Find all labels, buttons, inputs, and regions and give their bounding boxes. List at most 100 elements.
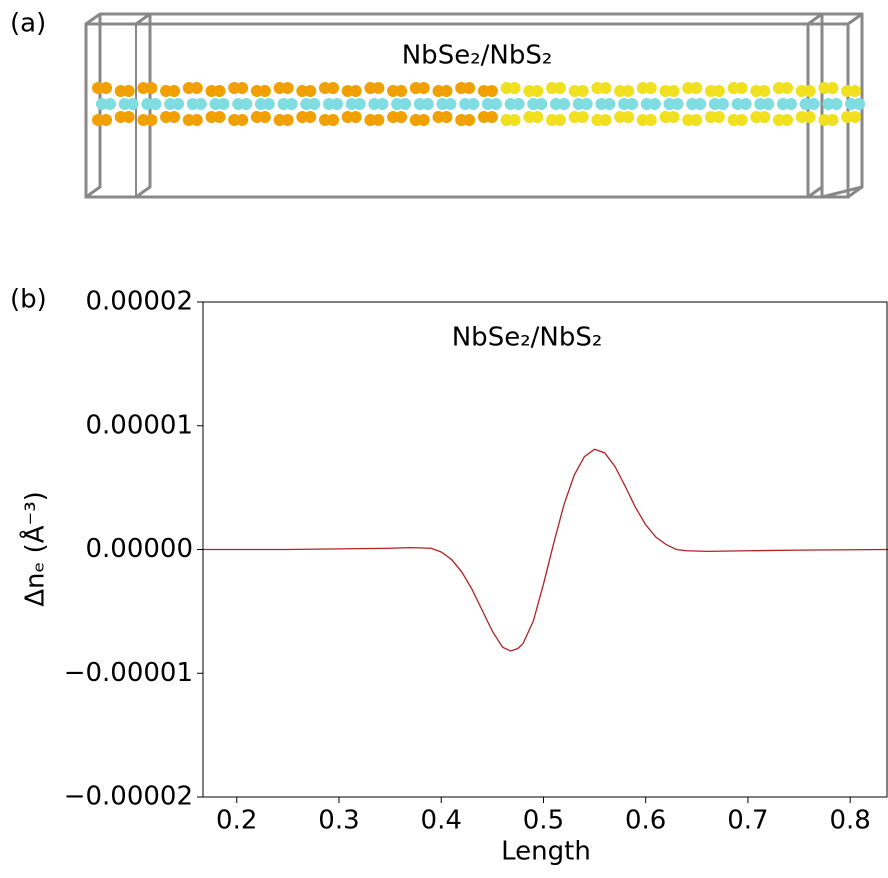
atom xyxy=(826,114,839,126)
atom xyxy=(694,98,707,110)
atom xyxy=(803,111,816,123)
atom xyxy=(122,85,135,97)
atom xyxy=(622,111,635,123)
x-tick-label: 0.4 xyxy=(421,806,462,836)
x-tick-label: 0.6 xyxy=(625,806,666,836)
atom xyxy=(648,98,661,110)
atom xyxy=(690,114,703,126)
atom xyxy=(735,82,748,94)
atom xyxy=(145,82,158,94)
atom xyxy=(126,98,139,110)
atom xyxy=(417,82,430,94)
atom xyxy=(830,98,843,110)
atom xyxy=(712,111,725,123)
atom xyxy=(372,114,385,126)
atom xyxy=(716,98,729,110)
atom xyxy=(599,114,612,126)
atom xyxy=(762,98,775,110)
atom xyxy=(168,85,181,97)
atom xyxy=(327,114,339,126)
atom xyxy=(444,98,457,110)
atom xyxy=(599,82,612,94)
atom xyxy=(258,85,271,97)
structure-image xyxy=(84,12,866,199)
y-tick-label: 0.00002 xyxy=(85,287,193,317)
atom xyxy=(327,82,339,94)
atom xyxy=(304,85,317,97)
atom xyxy=(531,85,544,97)
atom xyxy=(603,98,616,110)
atom xyxy=(558,98,570,110)
atom xyxy=(395,111,408,123)
atom xyxy=(100,82,112,94)
atom xyxy=(690,82,703,94)
atom xyxy=(308,98,321,110)
chart-title: NbSe₂/NbS₂ xyxy=(452,323,603,353)
atom xyxy=(671,98,684,110)
atom xyxy=(376,98,389,110)
atom xyxy=(104,98,116,110)
atom xyxy=(739,98,752,110)
atom xyxy=(417,114,430,126)
atom xyxy=(168,111,181,123)
atom xyxy=(667,111,680,123)
atom xyxy=(213,85,226,97)
atom xyxy=(644,82,657,94)
atom xyxy=(512,98,525,110)
atom xyxy=(463,82,476,94)
panel-label: (a) xyxy=(10,9,46,39)
x-tick-label: 0.5 xyxy=(523,806,564,836)
atom xyxy=(467,98,480,110)
atom xyxy=(576,111,589,123)
atom xyxy=(735,114,748,126)
atom xyxy=(781,82,793,94)
atom xyxy=(331,98,343,110)
atom xyxy=(349,111,362,123)
atom xyxy=(236,114,249,126)
atom xyxy=(485,111,498,123)
atom xyxy=(281,114,294,126)
x-tick-label: 0.8 xyxy=(829,806,870,836)
atom xyxy=(508,82,521,94)
atom xyxy=(281,82,294,94)
plot-frame xyxy=(202,301,888,798)
atom xyxy=(353,98,366,110)
atom xyxy=(758,85,771,97)
atom xyxy=(554,82,566,94)
atom xyxy=(489,98,502,110)
atom xyxy=(190,82,203,94)
atom xyxy=(531,111,544,123)
atom xyxy=(217,98,230,110)
y-tick-label: −0.00001 xyxy=(64,658,193,688)
atom xyxy=(172,98,185,110)
atom xyxy=(826,82,839,94)
atom xyxy=(803,85,816,97)
data-line xyxy=(203,448,888,652)
panel-label: (b) xyxy=(10,285,47,315)
atom xyxy=(807,98,820,110)
atom xyxy=(100,114,112,126)
structure-title: NbSe₂/NbS₂ xyxy=(402,41,553,71)
atom xyxy=(190,114,203,126)
atom xyxy=(667,85,680,97)
atom xyxy=(580,98,593,110)
atom xyxy=(463,114,476,126)
atom xyxy=(440,111,453,123)
atom xyxy=(576,85,589,97)
atom xyxy=(622,85,635,97)
atom xyxy=(644,114,657,126)
atom xyxy=(262,98,275,110)
x-tick-label: 0.2 xyxy=(216,806,257,836)
atom xyxy=(535,98,548,110)
atom xyxy=(781,114,793,126)
atom xyxy=(304,111,317,123)
atom xyxy=(440,85,453,97)
atom xyxy=(122,111,135,123)
x-axis-label: Length xyxy=(501,837,591,867)
atom xyxy=(849,111,862,123)
atom xyxy=(240,98,253,110)
x-tick-label: 0.7 xyxy=(727,806,768,836)
atom xyxy=(626,98,639,110)
